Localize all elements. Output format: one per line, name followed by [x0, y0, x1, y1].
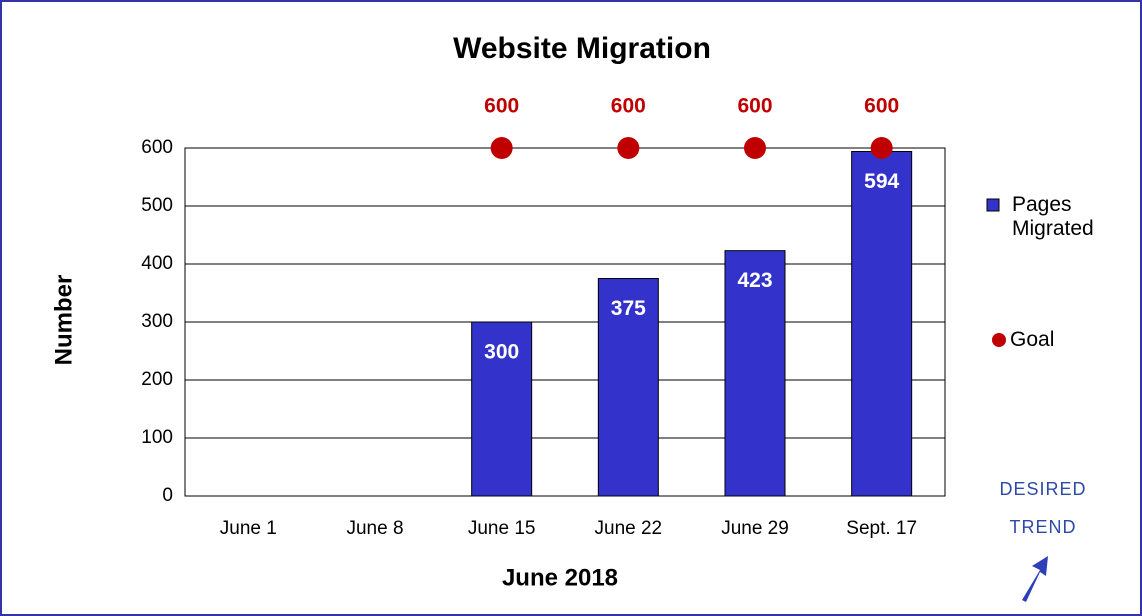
- y-tick-label: 500: [141, 195, 173, 216]
- data-label: 600: [484, 95, 519, 118]
- x-tick-label: Sept. 17: [846, 518, 917, 539]
- goal-point: [744, 137, 766, 159]
- data-label: 375: [611, 297, 646, 320]
- data-label: 300: [484, 341, 519, 364]
- data-label: 600: [611, 95, 646, 118]
- legend-label: Pages Migrated: [1012, 193, 1094, 240]
- y-tick-label: 400: [141, 253, 173, 274]
- y-axis-label: Number: [50, 275, 77, 366]
- y-tick-label: 100: [141, 427, 173, 448]
- legend-label: Goal: [1010, 328, 1055, 351]
- bar: [471, 321, 533, 497]
- data-label: 600: [864, 95, 899, 118]
- data-label: 594: [864, 170, 899, 193]
- annotation: TREND: [1010, 517, 1077, 537]
- y-tick-label: 0: [162, 485, 173, 506]
- x-tick-label: June 22: [595, 518, 663, 539]
- x-axis-label: June 2018: [502, 564, 618, 591]
- trend-arrow: [1022, 556, 1048, 602]
- annotation: DESIRED: [999, 479, 1086, 499]
- data-label: 600: [737, 95, 772, 118]
- goal-point: [617, 137, 640, 159]
- x-tick-label: June 1: [220, 518, 277, 539]
- y-tick-label: 300: [141, 311, 173, 332]
- goal-point: [490, 137, 513, 159]
- x-tick-label: June 15: [468, 518, 536, 539]
- chart-title: Website Migration: [453, 32, 711, 65]
- legend-swatch: [992, 333, 1006, 347]
- legend-swatch: [986, 198, 1000, 212]
- bar: [597, 278, 659, 497]
- data-label: 423: [737, 269, 772, 292]
- x-tick-label: June 29: [721, 518, 789, 539]
- y-tick-label: 600: [141, 137, 173, 158]
- y-tick-label: 200: [141, 369, 173, 390]
- bar: [851, 150, 913, 497]
- goal-point: [870, 137, 893, 159]
- x-tick-label: June 8: [346, 518, 403, 539]
- bar: [724, 250, 786, 497]
